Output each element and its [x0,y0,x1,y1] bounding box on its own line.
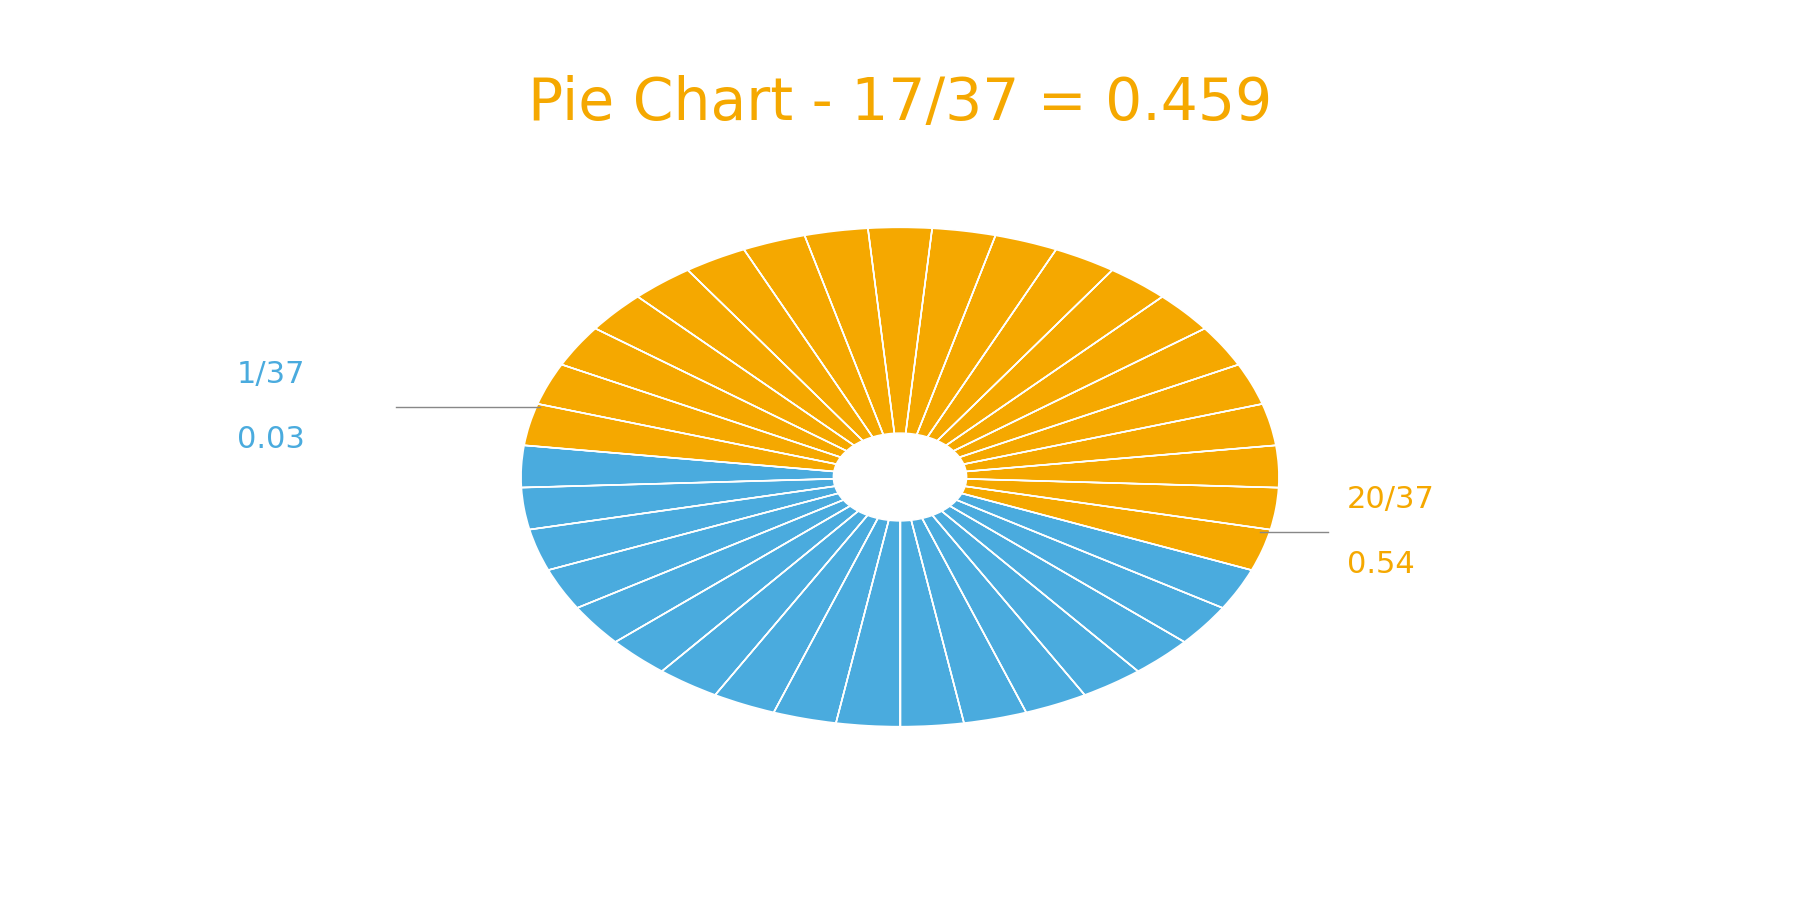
Wedge shape [805,229,900,477]
Wedge shape [524,404,900,477]
Wedge shape [900,364,1262,477]
Wedge shape [900,270,1163,477]
Wedge shape [900,477,1271,570]
Wedge shape [578,477,900,642]
Wedge shape [900,477,965,726]
Wedge shape [900,229,995,477]
Text: 20/37: 20/37 [1346,485,1435,514]
Wedge shape [900,249,1112,477]
Wedge shape [520,446,900,488]
Text: 0.54: 0.54 [1346,550,1415,579]
Wedge shape [549,477,900,608]
Circle shape [833,433,967,521]
Wedge shape [522,477,900,529]
Wedge shape [900,477,1278,529]
Wedge shape [900,477,1251,608]
Wedge shape [900,477,1184,671]
Wedge shape [900,236,1057,477]
Text: 1/37: 1/37 [238,360,306,389]
Wedge shape [900,477,1138,695]
Wedge shape [688,249,900,477]
Wedge shape [868,228,932,477]
Wedge shape [900,297,1204,477]
Wedge shape [900,477,1026,723]
Wedge shape [637,270,900,477]
Wedge shape [743,236,900,477]
Wedge shape [562,328,900,477]
Wedge shape [529,477,900,570]
Wedge shape [616,477,900,671]
Wedge shape [900,404,1276,477]
Wedge shape [715,477,900,713]
Wedge shape [900,446,1280,488]
Wedge shape [900,328,1238,477]
Wedge shape [774,477,900,723]
Text: Pie Chart - 17/37 = 0.459: Pie Chart - 17/37 = 0.459 [527,75,1273,132]
Wedge shape [662,477,900,695]
Wedge shape [835,477,900,726]
Wedge shape [538,364,900,477]
Wedge shape [900,477,1222,642]
Text: 0.03: 0.03 [238,425,304,454]
Wedge shape [596,297,900,477]
Wedge shape [900,477,1085,713]
